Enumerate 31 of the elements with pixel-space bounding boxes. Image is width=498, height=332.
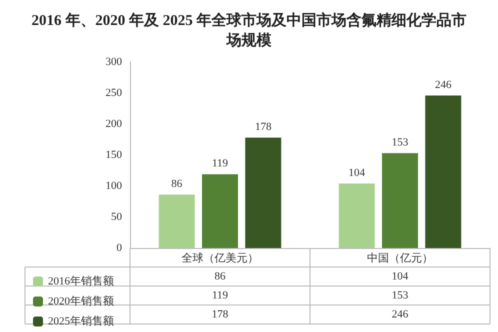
data-label: 246	[392, 308, 409, 320]
legend-label: 2025年销售额	[48, 314, 114, 328]
data-label: 119	[212, 290, 229, 302]
bar	[425, 95, 462, 248]
legend-label: 2020年销售额	[48, 294, 114, 308]
x-tick-label: 中国（亿元）	[367, 252, 433, 264]
text: 119	[212, 158, 228, 170]
text: 153	[392, 136, 408, 149]
bar	[338, 184, 375, 248]
text: 246	[434, 78, 452, 91]
y-tick-label: 0	[116, 242, 122, 254]
chart-title: 2016 年、2020 年及 2025 年全球市场及中国市场含氟精细化学品市场规模	[32, 11, 466, 49]
y-tick-label: 300	[106, 56, 122, 68]
text: 86	[171, 178, 182, 190]
y-tick-label: 150	[106, 149, 122, 161]
text: 104	[348, 167, 366, 180]
data-label: 153	[392, 290, 409, 302]
bar	[245, 138, 282, 248]
data-label: 104	[392, 270, 409, 282]
y-tick-label: 50	[111, 211, 122, 223]
legend-label: 2016年销售额	[48, 274, 114, 288]
bar	[158, 194, 195, 248]
x-tick-label: 全球（亿美元）	[182, 252, 258, 264]
y-tick-label: 250	[106, 87, 122, 99]
y-tick-label: 100	[106, 180, 122, 192]
y-tick-label: 200	[106, 118, 122, 130]
data-label: 86	[214, 270, 226, 282]
data-label: 178	[212, 308, 229, 320]
bar	[382, 153, 418, 248]
text: 178	[254, 121, 272, 134]
bar	[202, 174, 238, 248]
